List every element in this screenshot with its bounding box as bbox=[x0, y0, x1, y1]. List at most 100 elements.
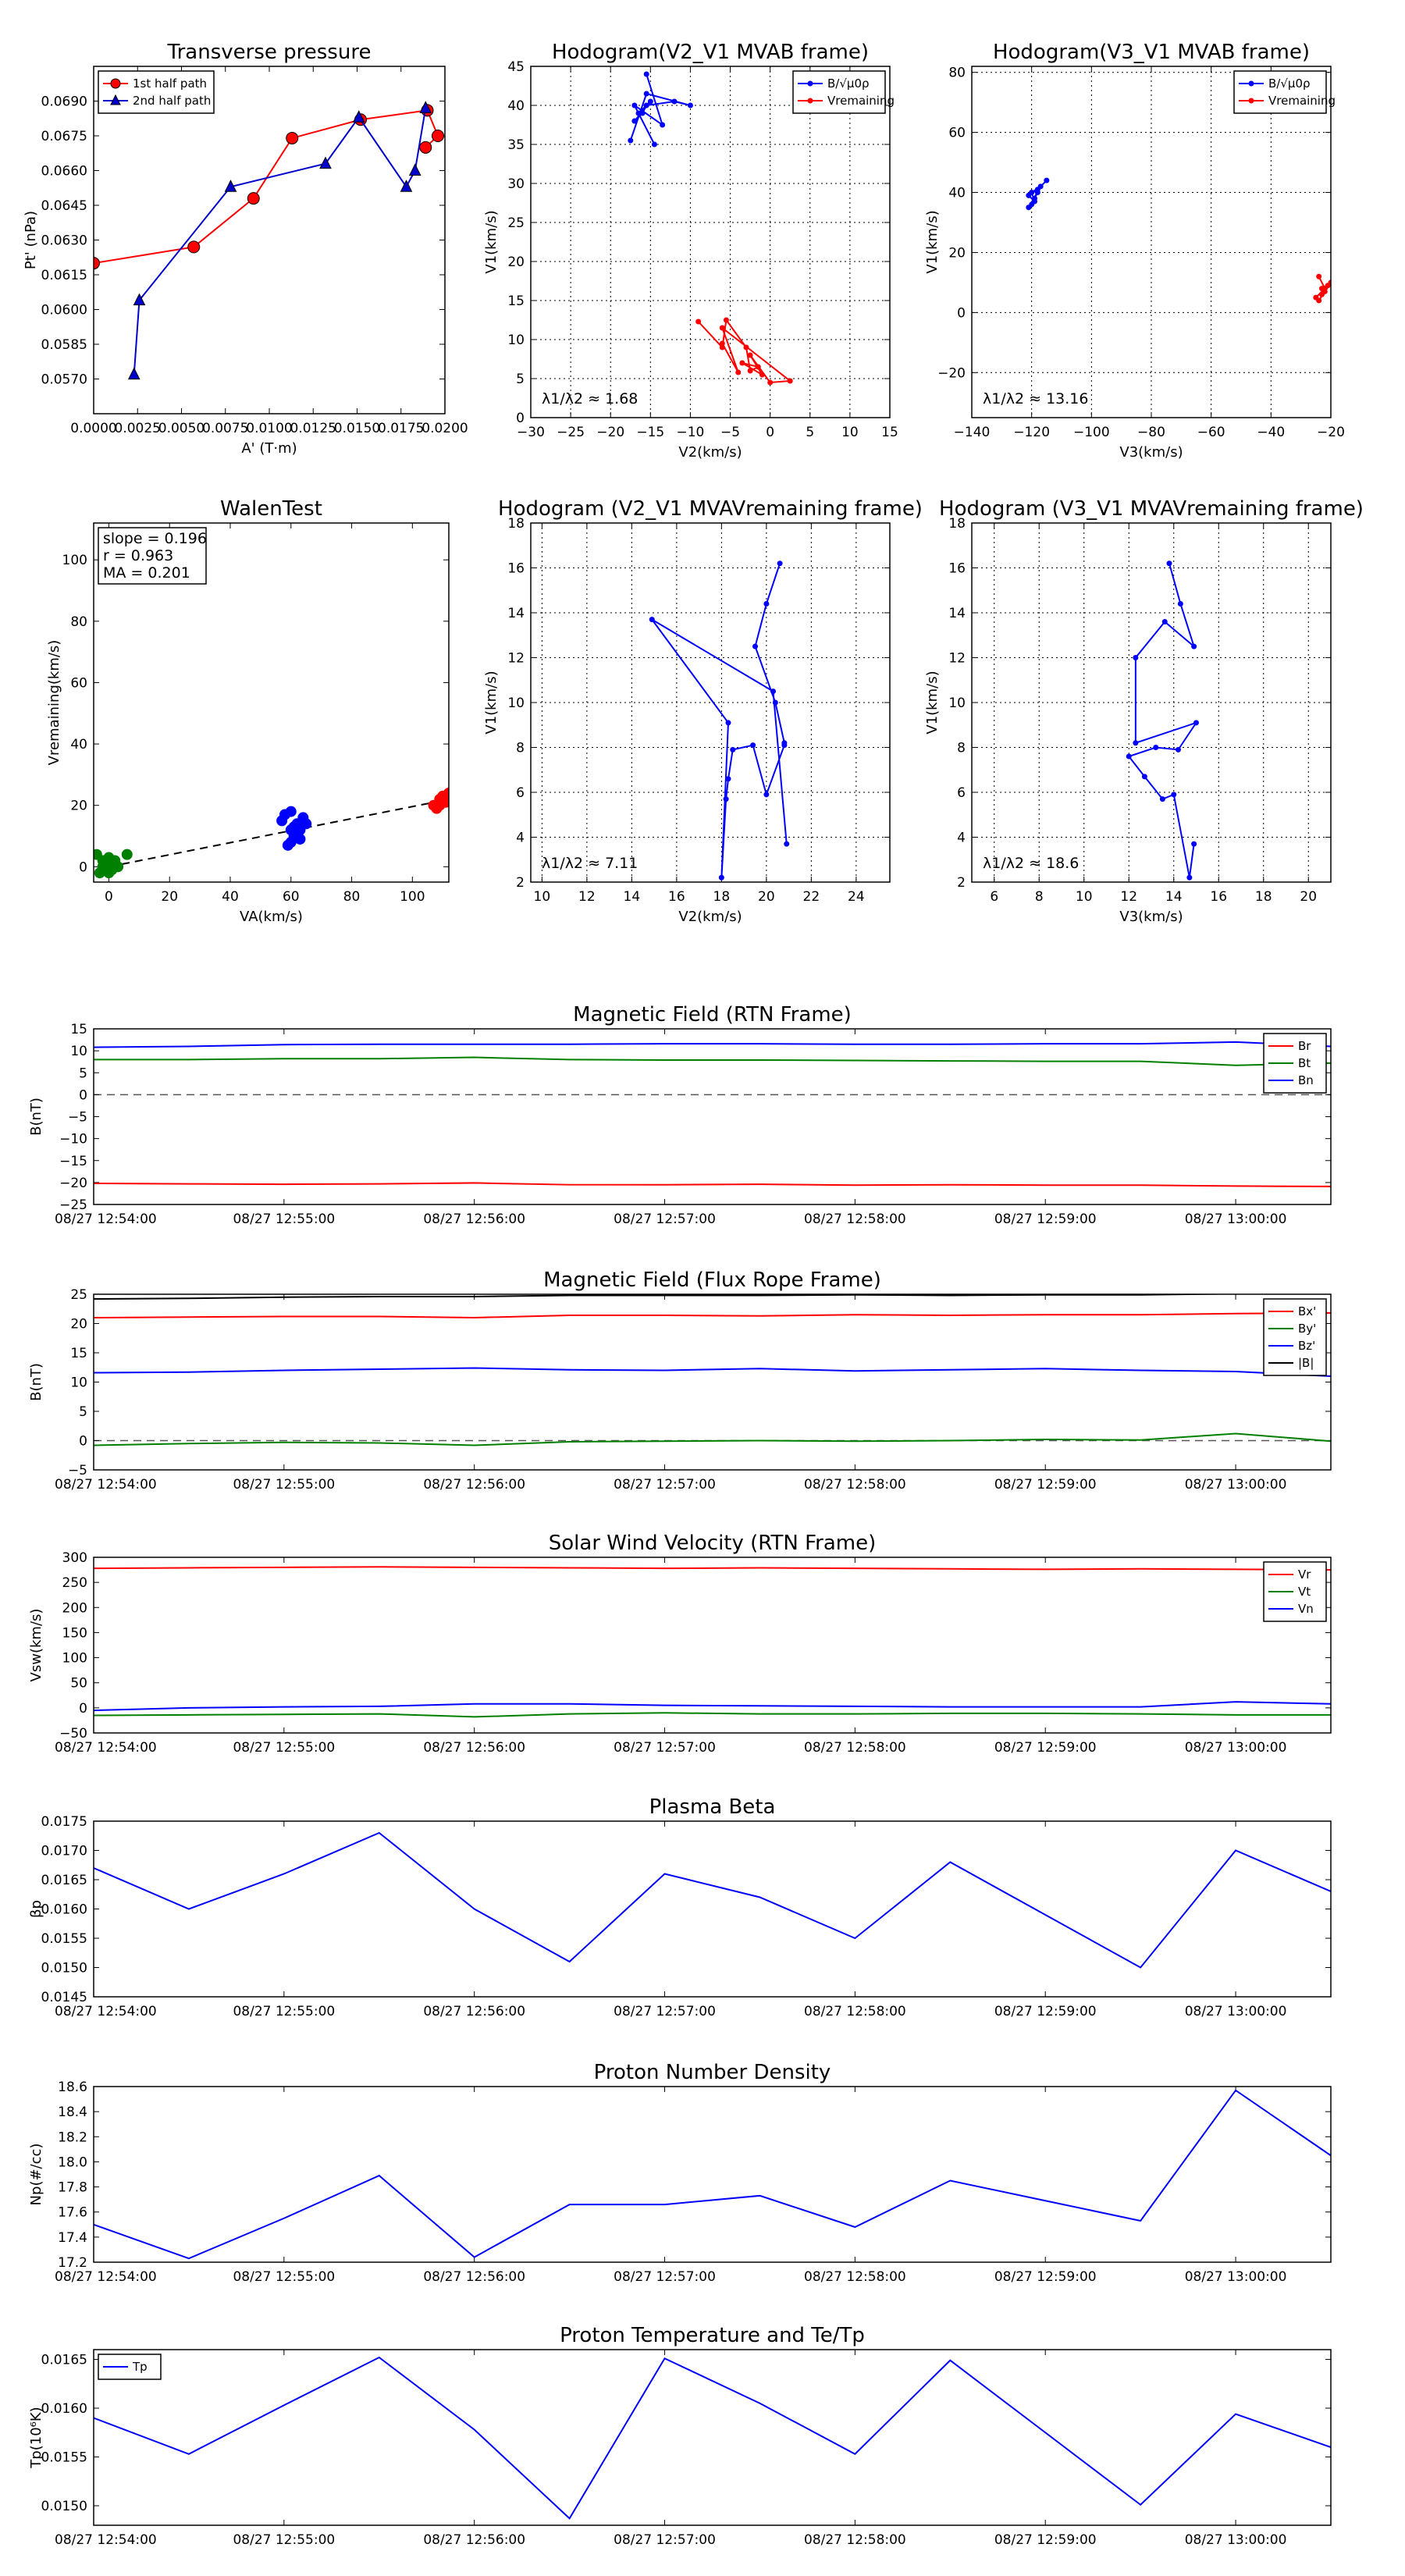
y-axis-label: V1(km/s) bbox=[483, 671, 500, 734]
plot-area bbox=[94, 1566, 1331, 1718]
y-tick-label: 0 bbox=[79, 1087, 87, 1103]
y-axis-label: Pt' (nPa) bbox=[23, 211, 39, 269]
y-tick-label: 18.2 bbox=[58, 2129, 87, 2145]
data-point bbox=[1161, 619, 1168, 624]
data-point bbox=[631, 118, 638, 124]
y-tick-label: 40 bbox=[70, 737, 87, 753]
data-point bbox=[763, 792, 770, 798]
legend-marker bbox=[807, 98, 813, 104]
legend-label: 1st half path bbox=[133, 76, 207, 91]
data-point bbox=[419, 101, 432, 113]
chart-mag_rtn: 08/27 12:54:00 08/27 12:55:00 08/27 12:56:… bbox=[28, 1003, 1332, 1227]
data-point bbox=[1316, 297, 1322, 304]
x-tick-label: 08/27 12:58:00 bbox=[804, 1740, 906, 1756]
data-point bbox=[1126, 753, 1132, 760]
x-tick-label: 08/27 12:59:00 bbox=[994, 2532, 1097, 2548]
y-tick-label: 80 bbox=[70, 614, 87, 630]
y-tick-label: 0 bbox=[957, 305, 966, 321]
x-tick-label: 18 bbox=[1255, 889, 1272, 905]
series-line-beta bbox=[94, 1831, 1331, 1969]
x-tick-label: −30 bbox=[517, 425, 545, 440]
x-tick-label: 08/27 13:00:00 bbox=[1185, 2269, 1287, 2285]
plot-area bbox=[94, 101, 444, 380]
chart-title: Hodogram(V2_V1 MVAB frame) bbox=[552, 41, 869, 64]
data-point bbox=[649, 617, 655, 623]
x-tick-label: 08/27 12:56:00 bbox=[423, 2269, 525, 2285]
x-tick-label: 22 bbox=[803, 889, 820, 905]
x-tick-label: 0.0000 bbox=[70, 421, 116, 436]
data-point bbox=[1159, 796, 1165, 802]
x-tick-label: 40 bbox=[222, 889, 239, 905]
data-point bbox=[725, 776, 731, 782]
series-line-Np bbox=[94, 2089, 1331, 2260]
data-point bbox=[121, 849, 133, 860]
legend: Bx' By' Bz' |B| bbox=[1263, 1298, 1327, 1376]
data-point bbox=[408, 163, 422, 176]
axes-frame bbox=[93, 1820, 1332, 1998]
x-tick-label: 08/27 12:57:00 bbox=[614, 1212, 716, 1227]
x-tick-label: 08/27 12:59:00 bbox=[994, 1740, 1097, 1756]
y-tick-label: 25 bbox=[70, 1287, 87, 1303]
legend-label: Vn bbox=[1298, 1602, 1314, 1616]
x-tick-label: 08/27 13:00:00 bbox=[1185, 1740, 1287, 1756]
chart-title: Proton Temperature and Te/Tp bbox=[560, 2324, 865, 2347]
y-tick-label: 12 bbox=[507, 651, 525, 667]
x-tick-label: 08/27 12:59:00 bbox=[994, 2004, 1097, 2019]
data-point bbox=[1034, 190, 1040, 196]
y-tick-label: 10 bbox=[507, 696, 525, 711]
y-tick-label: 50 bbox=[70, 1676, 87, 1692]
x-tick-label: 08/27 12:56:00 bbox=[423, 2004, 525, 2019]
x-tick-label: 08/27 13:00:00 bbox=[1185, 1477, 1287, 1493]
x-tick-label: 08/27 13:00:00 bbox=[1185, 1212, 1287, 1227]
data-point bbox=[286, 131, 299, 144]
y-tick-label: 60 bbox=[70, 675, 87, 691]
x-tick-label: 08/27 12:56:00 bbox=[423, 1212, 525, 1227]
stats-line: r = 0.963 bbox=[103, 547, 173, 564]
data-point bbox=[440, 793, 449, 805]
series-line-B bbox=[651, 563, 788, 878]
legend-label: Br bbox=[1298, 1039, 1311, 1053]
y-tick-label: 17.2 bbox=[58, 2255, 87, 2271]
data-point bbox=[419, 141, 432, 154]
y-axis-label: V1(km/s) bbox=[924, 210, 941, 273]
legend: 1st half path 2nd half path bbox=[98, 70, 215, 114]
y-tick-label: 60 bbox=[948, 126, 966, 141]
y-tick-label: 0.0150 bbox=[41, 1961, 87, 1976]
plot-area bbox=[94, 1041, 1331, 1187]
x-tick-label: −15 bbox=[636, 425, 664, 440]
y-tick-label: −5 bbox=[68, 1463, 87, 1478]
axes-frame bbox=[530, 522, 891, 883]
x-tick-label: 0.0150 bbox=[334, 421, 380, 436]
x-tick-label: 08/27 12:54:00 bbox=[55, 2532, 157, 2548]
x-tick-label: 08/27 12:54:00 bbox=[55, 1477, 157, 1493]
x-tick-label: −80 bbox=[1137, 425, 1165, 440]
x-tick-label: −140 bbox=[954, 425, 991, 440]
series-line-Vr bbox=[94, 1566, 1331, 1571]
legend-label: Bx' bbox=[1298, 1304, 1316, 1318]
legend-label: B/√μ0ρ bbox=[1268, 76, 1311, 91]
data-point bbox=[651, 141, 657, 148]
eigenvalue-ratio-label: λ1/λ2 ≈ 7.11 bbox=[542, 855, 638, 872]
axes-frame bbox=[93, 66, 446, 415]
series-line-By bbox=[94, 1432, 1331, 1446]
legend: B/√μ0ρ Vremaining bbox=[1233, 70, 1336, 114]
data-point bbox=[643, 91, 649, 97]
y-tick-label: 80 bbox=[948, 66, 966, 81]
data-point bbox=[719, 344, 725, 350]
chart-hodo_v3: −140 −120 −100 −80 −60 −40 −20 −20 0 20 40 60 80 Hodo… bbox=[924, 41, 1345, 461]
y-axis-label: βp bbox=[28, 1900, 44, 1918]
y-tick-label: 10 bbox=[507, 333, 525, 348]
x-tick-label: 0.0175 bbox=[378, 421, 424, 436]
data-point bbox=[1191, 841, 1197, 847]
y-axis-label: V1(km/s) bbox=[924, 671, 941, 734]
legend: Tp bbox=[98, 2354, 162, 2380]
x-tick-label: −10 bbox=[676, 425, 704, 440]
y-tick-label: 17.4 bbox=[58, 2230, 87, 2246]
legend: Br Bt Bn bbox=[1263, 1033, 1327, 1094]
data-point bbox=[400, 180, 413, 192]
legend-label: B/√μ0ρ bbox=[827, 76, 870, 91]
eigenvalue-ratio-label: λ1/λ2 ≈ 18.6 bbox=[983, 855, 1079, 872]
legend: B/√μ0ρ Vremaining bbox=[792, 70, 895, 114]
data-point bbox=[1153, 745, 1159, 750]
